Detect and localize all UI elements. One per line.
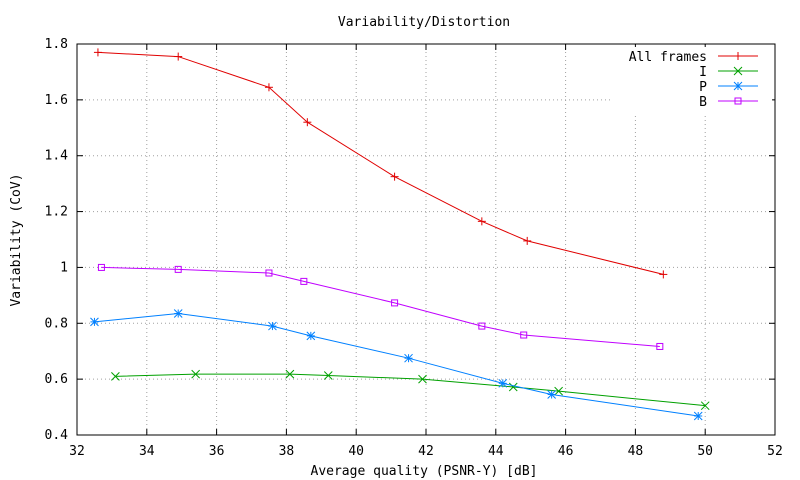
data-point-i <box>111 371 120 381</box>
data-point-b <box>265 269 273 277</box>
data-point-b <box>656 342 664 350</box>
y-tick-label: 0.4 <box>45 428 69 443</box>
data-point-p <box>404 353 413 363</box>
data-point-all-frames <box>303 118 312 127</box>
y-tick-label: 1.2 <box>45 205 68 220</box>
x-tick-label: 44 <box>488 444 504 459</box>
data-point-all-frames <box>659 270 668 279</box>
data-point-p <box>268 321 277 331</box>
y-tick-label: 0.6 <box>45 372 68 387</box>
chart-title: Variability/Distortion <box>338 15 510 30</box>
axis-ticks: 32 34 36 38 40 42 44 46 48 50 52 0.4 0.6 0.8 1 1.2 1.4 1.… <box>45 37 783 459</box>
x-tick-label: 32 <box>69 444 85 459</box>
data-point-b <box>520 331 528 339</box>
data-point-b <box>300 277 308 285</box>
y-tick-label: 1 <box>60 260 68 275</box>
data-point-i <box>554 386 563 396</box>
legend-label-all-frames: All frames <box>629 50 707 65</box>
data-point-b <box>97 263 105 271</box>
x-tick-label: 34 <box>139 444 155 459</box>
data-point-i <box>191 369 201 379</box>
series-group <box>90 48 710 421</box>
data-point-all-frames <box>523 236 532 245</box>
legend-label-p: P <box>699 80 707 95</box>
data-point-all-frames <box>174 52 183 61</box>
y-tick-label: 0.8 <box>45 316 68 331</box>
legend-background <box>612 47 772 113</box>
data-point-b <box>174 265 182 273</box>
data-point-all-frames <box>93 48 102 57</box>
x-tick-label: 50 <box>697 444 713 459</box>
data-point-i <box>418 374 427 384</box>
data-point-b <box>391 299 399 307</box>
data-point-b <box>478 322 486 330</box>
data-point-all-frames <box>264 83 273 92</box>
data-point-all-frames <box>477 217 486 226</box>
legend-marker-b <box>734 97 742 105</box>
y-tick-label: 1.4 <box>45 149 69 164</box>
x-axis-label: Average quality (PSNR-Y) [dB] <box>311 464 538 479</box>
series-line-b <box>101 266 660 347</box>
data-point-p <box>90 317 99 327</box>
data-point-p <box>306 331 316 341</box>
series-line-i <box>115 373 706 407</box>
legend-label-b: B <box>699 95 707 110</box>
series-line-all-frames <box>97 51 664 275</box>
y-tick-label: 1.6 <box>45 93 68 108</box>
y-axis-label: Variability (CoV) <box>9 173 24 306</box>
x-tick-label: 40 <box>348 444 364 459</box>
data-point-p <box>173 309 183 318</box>
x-tick-label: 36 <box>209 444 225 459</box>
x-tick-label: 42 <box>418 444 434 459</box>
x-tick-label: 48 <box>628 444 644 459</box>
x-tick-label: 46 <box>558 444 574 459</box>
series-line-p <box>94 313 699 417</box>
legend-label-i: I <box>699 65 707 80</box>
y-tick-label: 1.8 <box>45 37 68 52</box>
x-tick-label: 52 <box>767 444 783 459</box>
data-point-i <box>285 369 295 379</box>
data-point-i <box>700 401 710 411</box>
data-point-p <box>547 390 556 399</box>
data-point-all-frames <box>390 172 399 181</box>
data-point-i <box>508 382 518 392</box>
legend-marker-i <box>733 66 743 76</box>
data-point-p <box>498 378 508 388</box>
legend-marker-all-frames <box>734 52 742 60</box>
data-point-p <box>693 411 703 421</box>
x-tick-label: 38 <box>279 444 295 459</box>
data-point-i <box>323 371 333 380</box>
legend-marker-p <box>733 81 743 91</box>
